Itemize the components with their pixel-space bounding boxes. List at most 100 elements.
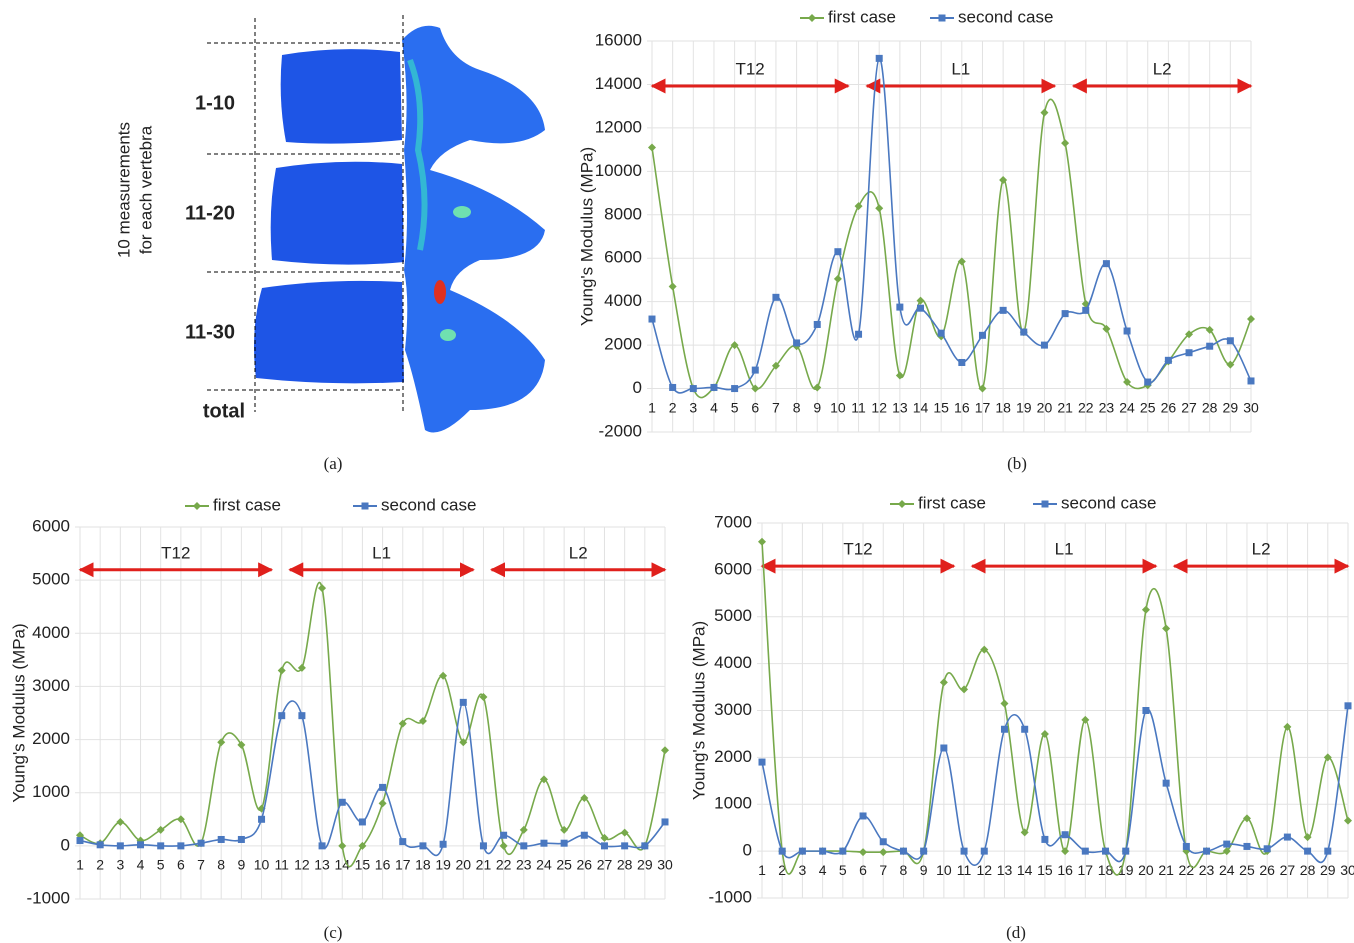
data-point xyxy=(419,717,427,725)
data-point xyxy=(979,332,986,339)
page: {"figure_a": {"side_label": ["10 measure… xyxy=(0,0,1354,943)
data-point xyxy=(1142,606,1150,614)
x-tick-label: 4 xyxy=(819,862,827,878)
y-tick-label: 0 xyxy=(633,378,642,397)
x-tick-label: 16 xyxy=(954,399,970,415)
data-point xyxy=(116,818,124,826)
data-point xyxy=(157,842,164,849)
data-point xyxy=(1247,315,1255,323)
x-tick-label: 4 xyxy=(710,399,718,415)
data-point xyxy=(218,836,225,843)
x-tick-label: 17 xyxy=(1078,862,1094,878)
legend-label: second case xyxy=(1061,493,1156,512)
data-point xyxy=(1041,342,1048,349)
data-point xyxy=(940,745,947,752)
x-tick-label: 11 xyxy=(851,399,866,415)
data-point xyxy=(1144,379,1151,386)
data-point xyxy=(561,840,568,847)
region-label: 1-10 xyxy=(195,92,235,114)
data-point xyxy=(834,248,841,255)
data-point xyxy=(1206,343,1213,350)
x-tick-label: 18 xyxy=(995,399,1011,415)
figure: 10 measurements for each vertebra 1-10 1… xyxy=(0,0,1354,943)
legend-marker xyxy=(193,502,201,510)
data-point xyxy=(710,384,717,391)
data-point xyxy=(298,712,305,719)
x-tick-label: 3 xyxy=(799,862,807,878)
y-axis-title: Young's Modulus (MPa) xyxy=(9,623,28,802)
x-tick-label: 21 xyxy=(1158,862,1174,878)
data-point xyxy=(419,842,426,849)
y-tick-label: 2000 xyxy=(714,747,752,766)
data-point xyxy=(1001,726,1008,733)
x-tick-label: 14 xyxy=(1017,862,1033,878)
x-tick-label: 30 xyxy=(1243,399,1259,415)
data-point xyxy=(834,275,842,283)
legend-marker xyxy=(362,503,369,510)
data-point xyxy=(920,848,927,855)
x-tick-label: 14 xyxy=(334,857,350,873)
x-tick-label: 17 xyxy=(395,857,411,873)
data-point xyxy=(1124,327,1131,334)
data-point xyxy=(669,384,676,391)
data-point xyxy=(157,826,165,834)
data-point xyxy=(1162,624,1170,632)
x-tick-label: 24 xyxy=(536,857,552,873)
data-point xyxy=(1102,848,1109,855)
data-point xyxy=(177,842,184,849)
x-tick-label: 18 xyxy=(1098,862,1114,878)
data-point xyxy=(855,202,863,210)
data-point xyxy=(958,359,965,366)
data-point xyxy=(1061,139,1069,147)
x-tick-label: 5 xyxy=(839,862,847,878)
data-point xyxy=(649,316,656,323)
data-point xyxy=(1223,841,1230,848)
region-label: total xyxy=(203,400,245,422)
annotation-label: L1 xyxy=(1055,540,1074,559)
data-point xyxy=(662,818,669,825)
series-line xyxy=(762,706,1348,865)
legend-label: first case xyxy=(918,493,986,512)
y-tick-label: 3000 xyxy=(32,676,70,695)
data-point xyxy=(896,372,904,380)
y-tick-label: -1000 xyxy=(27,888,70,907)
legend-marker xyxy=(898,500,906,508)
data-point xyxy=(318,584,326,592)
data-point xyxy=(520,842,527,849)
x-tick-label: 7 xyxy=(197,857,205,873)
data-point xyxy=(237,741,245,749)
x-tick-label: 11 xyxy=(274,857,289,873)
x-tick-label: 25 xyxy=(556,857,572,873)
y-tick-label: 16000 xyxy=(595,30,642,49)
x-tick-label: 15 xyxy=(355,857,371,873)
chart: -100001000200030004000500060007000123456… xyxy=(689,493,1354,941)
x-tick-label: 19 xyxy=(1016,399,1032,415)
legend-label: second case xyxy=(958,7,1053,26)
data-point xyxy=(1345,702,1352,709)
data-point xyxy=(669,282,677,290)
y-tick-label: 12000 xyxy=(595,117,642,136)
data-point xyxy=(399,838,406,845)
data-point xyxy=(338,842,346,850)
data-point xyxy=(819,848,826,855)
x-tick-label: 3 xyxy=(116,857,124,873)
x-tick-label: 26 xyxy=(577,857,593,873)
data-point xyxy=(581,832,588,839)
data-point xyxy=(1163,780,1170,787)
data-point xyxy=(1227,337,1234,344)
data-point xyxy=(860,812,867,819)
data-point xyxy=(880,838,887,845)
caption: (c) xyxy=(324,923,343,942)
y-tick-label: -1000 xyxy=(709,887,752,906)
y-tick-label: 14000 xyxy=(595,74,642,93)
x-tick-label: 5 xyxy=(731,399,739,415)
data-point xyxy=(1000,307,1007,314)
x-tick-label: 1 xyxy=(648,399,656,415)
x-tick-label: 2 xyxy=(96,857,104,873)
x-tick-label: 25 xyxy=(1140,399,1156,415)
data-point xyxy=(278,666,286,674)
data-point xyxy=(1041,836,1048,843)
data-point xyxy=(1304,848,1311,855)
data-point xyxy=(399,720,407,728)
